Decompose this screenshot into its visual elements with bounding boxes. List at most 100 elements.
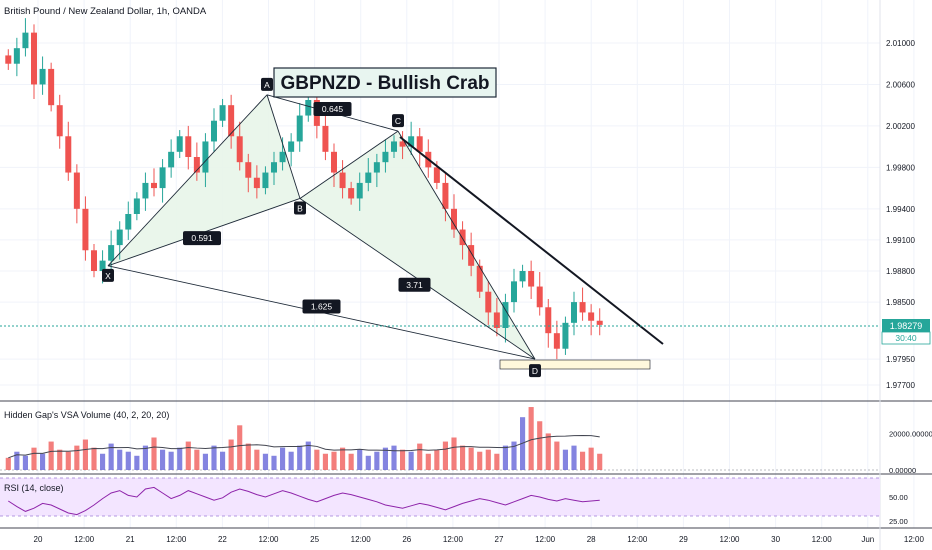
volume-bar <box>254 449 260 470</box>
volume-bar <box>14 451 20 470</box>
candle-body <box>382 151 389 163</box>
volume-bar <box>177 447 183 470</box>
candle-body <box>571 302 577 323</box>
volume-bar <box>220 451 226 470</box>
volume-bar <box>331 451 337 470</box>
current-price-tag <box>882 319 930 332</box>
time-axis[interactable]: 20 12:00 21 12:00 22 12:00 25 12:00 26 12:00 27 12:… <box>34 535 932 544</box>
volume-bar <box>117 449 123 470</box>
time-tick-label: 12:00 <box>627 535 648 544</box>
volume-bar <box>588 447 594 470</box>
ratio-badge <box>302 299 341 314</box>
pattern-point-label: D <box>532 366 538 376</box>
price-axis[interactable]: 2.01000 2.00600 2.00200 1.99800 1.99400 1.991… <box>886 39 915 526</box>
pattern-point-marker <box>261 77 273 91</box>
volume-bar <box>142 445 148 470</box>
volume-bar <box>382 447 388 470</box>
pattern-triangle-xab <box>108 94 300 266</box>
candle-body <box>56 105 63 137</box>
current-price-value: 1.98279 <box>890 321 923 331</box>
time-tick-label: 21 <box>126 535 135 544</box>
candle-body <box>476 265 483 292</box>
candle-body <box>116 229 123 246</box>
volume-bar <box>65 451 71 470</box>
candle-body <box>519 271 526 282</box>
candle-body <box>399 141 406 147</box>
volume-indicator-title[interactable]: Hidden Gap's VSA Volume (40, 2, 20, 20) <box>4 410 169 420</box>
volume-bar <box>494 453 500 470</box>
volume-bar <box>74 445 80 470</box>
resistance-trendline[interactable] <box>399 136 664 345</box>
volume-tick-label: 0.00000 <box>889 466 916 475</box>
rsi-band <box>0 478 880 516</box>
candle-body <box>416 136 423 152</box>
leg-xa[interactable] <box>107 94 268 267</box>
volume-tick-label: 20000.00000 <box>889 429 932 438</box>
pattern-point-label: C <box>395 116 401 126</box>
price-tick-label: 1.97950 <box>886 355 915 364</box>
candle-body <box>31 32 37 85</box>
candle-body <box>485 291 492 313</box>
candle-body <box>245 162 252 178</box>
time-tick-label: 12:00 <box>443 535 464 544</box>
pattern-point-marker <box>392 114 404 128</box>
price-tick-label: 2.00200 <box>886 122 915 131</box>
price-tick-label: 1.99400 <box>886 205 915 214</box>
ratio-badge <box>183 231 221 246</box>
volume-bar <box>40 453 46 470</box>
volume-bar <box>237 425 243 470</box>
leg-ab[interactable] <box>266 94 301 199</box>
candle-body <box>91 250 97 271</box>
rsi-indicator-title[interactable]: RSI (14, close) <box>4 483 64 493</box>
volume-bar <box>271 455 277 470</box>
volume-bar <box>425 453 431 470</box>
candle-body <box>253 177 260 189</box>
volume-bar <box>31 447 37 470</box>
candle-body <box>468 245 475 266</box>
volume-bar <box>408 451 414 470</box>
candle-body <box>133 198 140 214</box>
candle-body <box>125 214 132 230</box>
candle-body <box>168 151 175 168</box>
candle-body <box>408 136 415 147</box>
countdown-tag <box>881 331 931 345</box>
candle-body <box>442 182 449 209</box>
time-tick-label: 30 <box>771 535 780 544</box>
time-tick-label: 25 <box>310 535 319 544</box>
volume-bar <box>322 453 328 470</box>
volume-bar <box>262 453 268 470</box>
time-tick-label: 12:00 <box>535 535 556 544</box>
time-tick-label: Jun <box>861 535 874 544</box>
price-tick-label: 1.97700 <box>886 381 915 390</box>
candle-body <box>553 333 560 349</box>
ratio-label: 0.591 <box>191 233 213 243</box>
time-tick-label: 12:00 <box>719 535 740 544</box>
countdown-value: 30:40 <box>895 333 917 343</box>
leg-cd[interactable] <box>397 130 536 360</box>
volume-bar <box>528 407 534 470</box>
pattern-title-box[interactable] <box>273 67 497 98</box>
volume-bar <box>348 453 354 470</box>
ratio-label: 3.71 <box>406 280 423 290</box>
volume-bar <box>597 453 603 470</box>
candle-body <box>373 162 380 173</box>
leg-bc[interactable] <box>299 130 399 199</box>
time-tick-label: 28 <box>587 535 596 544</box>
volume-bar <box>571 445 577 470</box>
candle-body <box>296 115 303 142</box>
candle-body <box>159 167 166 189</box>
volume-bar <box>417 443 423 470</box>
volume-bar <box>48 441 54 470</box>
volume-bar <box>288 451 294 470</box>
volume-bar <box>91 447 97 470</box>
volume-bar <box>545 433 551 470</box>
ratio-label: 0.645 <box>322 104 344 114</box>
volume-bar <box>134 455 140 470</box>
candle-body <box>219 105 226 121</box>
candle-body <box>502 302 509 328</box>
price-tick-label: 1.99800 <box>886 163 915 172</box>
prz-zone[interactable] <box>499 359 651 370</box>
candle-body <box>176 136 183 152</box>
